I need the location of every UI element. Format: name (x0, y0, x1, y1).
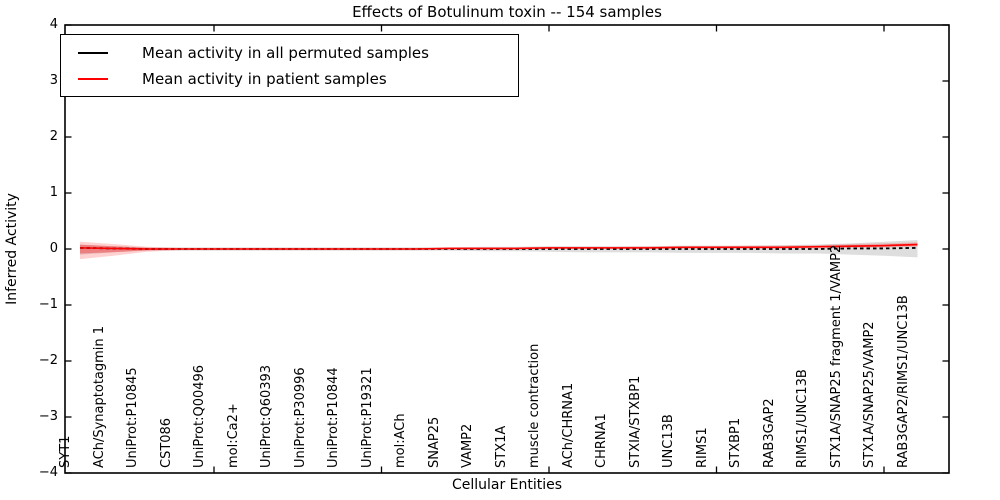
x-tick-label: STX1A/SNAP25 fragment 1/VAMP2 (828, 244, 844, 468)
patient-mean-line (79, 243, 918, 250)
x-tick-label: UniProt:Q00496 (192, 364, 207, 468)
x-axis-label: Cellular Entities (451, 477, 563, 493)
legend-label-patient: Mean activity in patient samples (142, 70, 387, 88)
legend: Mean activity in all permuted samples Me… (60, 34, 519, 97)
x-tick-label: RAB3GAP2/RIMS1/UNC13B (895, 295, 911, 468)
legend-line-sample-red (78, 78, 108, 80)
x-tick-label: SNAP25 (426, 416, 442, 468)
x-tick-label: ACh/CHRNA1 (560, 382, 576, 468)
x-tick-label: STX1A/SNAP25/VAMP2 (862, 321, 877, 468)
x-tick-label: UniProt:P19321 (359, 367, 375, 468)
x-tick-label: mol:Ca2+ (225, 403, 241, 468)
y-tick-label: 2 (49, 129, 58, 144)
x-tick-label: STXIA/STXBP1 (627, 375, 643, 468)
x-tick-label: CST086 (158, 417, 174, 468)
y-tick-label: −2 (38, 353, 58, 368)
x-tick-label: ACh/Synaptotagmin 1 (91, 325, 107, 468)
legend-item-patient: Mean activity in patient samples (61, 66, 518, 92)
x-tick-label: SYT1 (58, 435, 73, 468)
x-tick-label: UniProt:Q60393 (259, 364, 274, 468)
y-tick-label: 1 (49, 185, 58, 200)
x-tick-label: RIMS1/UNC13B (795, 369, 810, 468)
x-tick-label: RAB3GAP2 (761, 398, 777, 468)
y-tick-label: 0 (49, 241, 58, 256)
x-tick-label: STX1A (493, 425, 509, 468)
x-tick-label: UniProt:P10844 (326, 367, 341, 468)
y-tick-label: 4 (49, 17, 58, 32)
x-tick-label: VAMP2 (460, 423, 475, 468)
y-tick-label: −4 (38, 465, 58, 480)
x-tick-label: muscle contraction (527, 343, 542, 468)
x-tick-label: UniProt:P10845 (125, 367, 140, 468)
x-tick-label: UniProt:P30996 (292, 367, 308, 468)
chart-title: Effects of Botulinum toxin -- 154 sample… (352, 3, 662, 21)
x-tick-label: UNC13B (661, 414, 676, 468)
y-tick-label: 3 (49, 73, 58, 88)
y-tick-label: −1 (38, 297, 58, 312)
y-tick-label: −3 (38, 409, 58, 424)
x-tick-label: STXBP1 (728, 417, 743, 468)
legend-item-permuted: Mean activity in all permuted samples (61, 40, 518, 66)
legend-label-permuted: Mean activity in all permuted samples (142, 44, 429, 62)
x-tick-label: RIMS1 (694, 427, 710, 468)
x-tick-label: mol:ACh (393, 413, 408, 468)
legend-line-sample-black (78, 52, 108, 54)
x-tick-label: CHRNA1 (594, 413, 609, 468)
